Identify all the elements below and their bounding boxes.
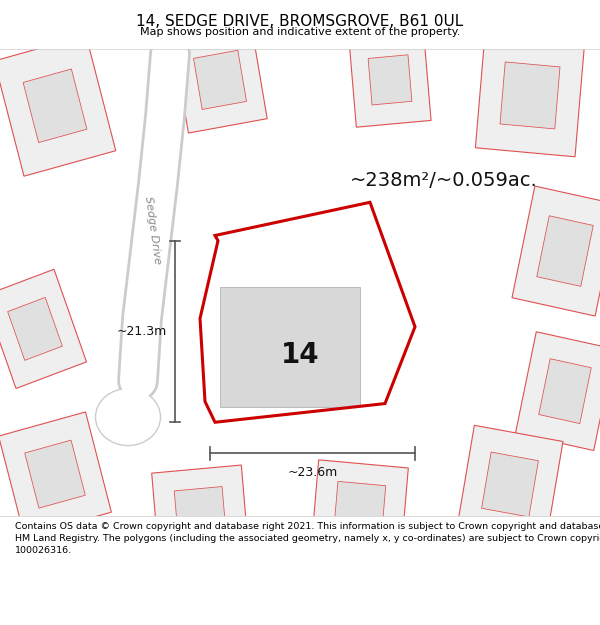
- Text: ~23.6m: ~23.6m: [287, 466, 338, 479]
- Polygon shape: [349, 32, 431, 128]
- Polygon shape: [515, 332, 600, 451]
- Polygon shape: [512, 186, 600, 316]
- Text: 14, SEDGE DRIVE, BROMSGROVE, B61 0UL: 14, SEDGE DRIVE, BROMSGROVE, B61 0UL: [136, 14, 464, 29]
- Polygon shape: [482, 452, 538, 517]
- Polygon shape: [25, 440, 85, 508]
- Text: Map shows position and indicative extent of the property.: Map shows position and indicative extent…: [140, 26, 460, 36]
- Polygon shape: [0, 269, 86, 389]
- Polygon shape: [475, 34, 584, 157]
- Polygon shape: [194, 50, 247, 109]
- Text: Contains OS data © Crown copyright and database right 2021. This information is : Contains OS data © Crown copyright and d…: [15, 522, 600, 555]
- Text: 14: 14: [281, 341, 319, 369]
- Polygon shape: [152, 465, 248, 556]
- Ellipse shape: [95, 389, 161, 446]
- Polygon shape: [0, 36, 116, 176]
- Polygon shape: [334, 481, 386, 529]
- Polygon shape: [8, 298, 62, 361]
- Text: ~238m²/~0.059ac.: ~238m²/~0.059ac.: [350, 171, 538, 190]
- Polygon shape: [174, 487, 226, 534]
- Text: ~21.3m: ~21.3m: [117, 325, 167, 338]
- Polygon shape: [537, 216, 593, 286]
- Text: Sedge Drive: Sedge Drive: [143, 196, 163, 265]
- Polygon shape: [173, 27, 267, 133]
- Polygon shape: [457, 425, 563, 544]
- Polygon shape: [220, 288, 360, 407]
- Polygon shape: [0, 412, 112, 536]
- Polygon shape: [311, 460, 409, 551]
- Polygon shape: [500, 62, 560, 129]
- Polygon shape: [23, 69, 87, 142]
- Polygon shape: [539, 359, 591, 424]
- Polygon shape: [368, 55, 412, 105]
